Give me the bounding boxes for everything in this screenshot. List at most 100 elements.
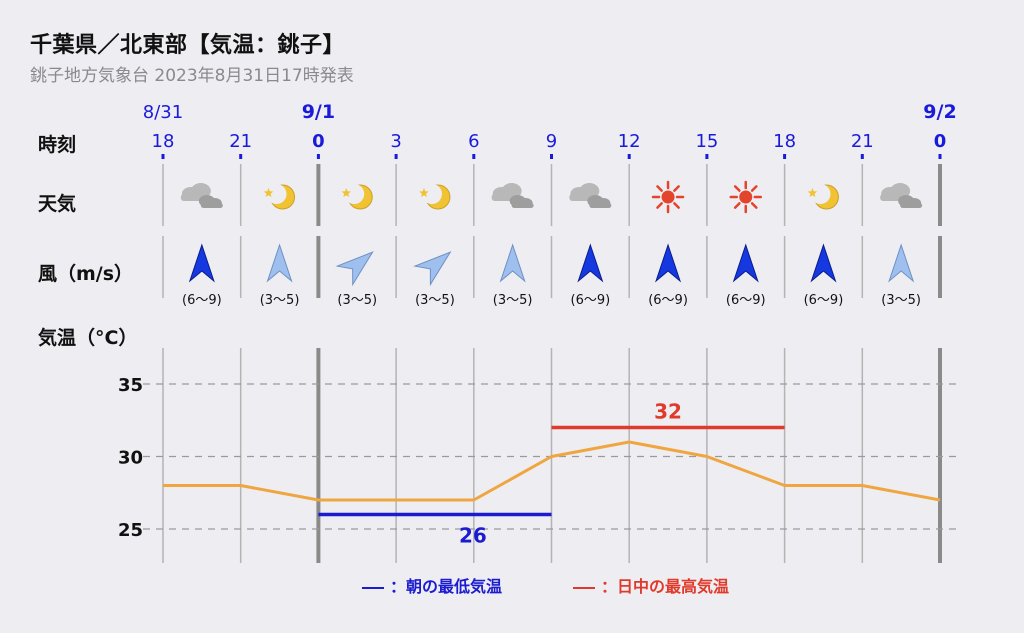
wind-divider-8 <box>783 236 786 298</box>
temp-vline-0 <box>162 348 164 563</box>
hour-tick-2 <box>316 154 320 159</box>
wind-speed-0: (6〜9) <box>182 293 222 308</box>
hour-label-5: 9 <box>546 131 557 152</box>
date-label-2: 9/2 <box>923 101 956 123</box>
hour-tick-5 <box>550 154 553 159</box>
hour-tick-10 <box>938 154 942 159</box>
hour-tick-1 <box>239 154 243 159</box>
wind-divider-7 <box>706 236 708 298</box>
wind-divider-0 <box>162 236 164 298</box>
wind-divider-10 <box>938 236 942 298</box>
legend-min-swatch <box>362 586 384 589</box>
hour-label-4: 6 <box>468 131 479 152</box>
wind-arrow-icon-8 <box>810 243 837 283</box>
hour-tick-0 <box>161 154 165 159</box>
wind-speed-2: (3〜5) <box>337 293 377 308</box>
wind-divider-9 <box>861 236 864 298</box>
weather-divider-10 <box>938 164 942 226</box>
wind-arrow-icon-5 <box>577 243 604 283</box>
ytick-30: 30 <box>118 448 143 469</box>
sun-icon-6 <box>651 180 685 214</box>
min-temp-label: 26 <box>459 524 487 548</box>
page-title: 千葉県／北東部【気温：銚子】 <box>30 33 346 58</box>
wind-speed-6: (6〜9) <box>648 293 688 308</box>
wind-speed-8: (6〜9) <box>804 293 844 308</box>
cloudy-icon-5 <box>569 183 612 208</box>
legend-min: ：朝の最低気温 <box>362 573 502 597</box>
wind-arrow-icon-4 <box>499 243 526 283</box>
cloudy-icon-0 <box>180 183 223 208</box>
wind-speed-3: (3〜5) <box>415 293 455 308</box>
temp-vline-4 <box>473 348 475 563</box>
moon-icon-2 <box>341 184 373 210</box>
date-label-1: 9/1 <box>302 101 335 123</box>
legend-max: ：日中の最高気温 <box>573 573 729 597</box>
weather-divider-2 <box>316 164 321 226</box>
legend-max-label: ：日中の最高気温 <box>601 577 730 596</box>
legend-min-label: ：朝の最低気温 <box>390 577 503 596</box>
hour-label-10: 0 <box>934 131 947 152</box>
moon-icon-3 <box>419 184 451 210</box>
row-label-weather: 天気 <box>38 193 77 215</box>
wind-speed-9: (3〜5) <box>881 293 921 308</box>
ytick-25: 25 <box>118 520 143 541</box>
hour-label-8: 18 <box>773 131 796 152</box>
hour-label-6: 12 <box>618 131 641 152</box>
legend-max-swatch <box>573 586 595 589</box>
wind-arrow-icon-1 <box>266 243 293 283</box>
wind-divider-4 <box>473 236 475 298</box>
weather-divider-5 <box>550 164 553 226</box>
temp-vline-3 <box>395 348 397 563</box>
wind-arrow-icon-3 <box>413 251 452 287</box>
page-subtitle: 銚子地方気象台 2023年8月31日17時発表 <box>30 66 354 86</box>
wind-divider-5 <box>550 236 553 298</box>
row-label-temp: 気温（°C） <box>38 327 138 349</box>
hour-tick-6 <box>627 154 631 159</box>
weather-divider-1 <box>239 164 242 226</box>
moon-icon-8 <box>807 184 839 210</box>
weather-divider-3 <box>395 164 397 226</box>
wind-speed-4: (3〜5) <box>493 293 533 308</box>
max-temp-label: 32 <box>654 400 682 424</box>
temp-vline-9 <box>861 348 864 563</box>
wind-divider-2 <box>316 236 321 298</box>
wind-arrow-icon-0 <box>188 243 215 283</box>
wind-speed-5: (6〜9) <box>571 293 611 308</box>
hour-tick-8 <box>783 154 787 159</box>
cloudy-icon-4 <box>491 183 534 208</box>
weather-divider-6 <box>628 164 630 226</box>
wind-divider-3 <box>395 236 397 298</box>
weather-divider-9 <box>861 164 864 226</box>
temp-vline-1 <box>239 348 242 563</box>
wind-divider-6 <box>628 236 630 298</box>
wind-arrow-icon-9 <box>888 243 915 283</box>
wind-divider-1 <box>239 236 242 298</box>
row-label-time: 時刻 <box>38 134 77 156</box>
hour-label-7: 15 <box>695 131 718 152</box>
temp-vline-6 <box>628 348 630 563</box>
hour-label-9: 21 <box>851 131 874 152</box>
temp-vline-8 <box>783 348 786 563</box>
wind-speed-1: (3〜5) <box>260 293 300 308</box>
moon-icon-1 <box>263 184 296 210</box>
hour-tick-7 <box>705 154 709 159</box>
wind-arrow-icon-7 <box>732 243 759 283</box>
hour-tick-9 <box>860 154 864 159</box>
wind-speed-7: (6〜9) <box>726 293 766 308</box>
wind-arrow-icon-2 <box>335 251 374 287</box>
row-label-wind: 風（m/s） <box>38 263 134 285</box>
weather-divider-0 <box>162 164 164 226</box>
weather-divider-4 <box>473 164 475 226</box>
hour-label-3: 3 <box>390 131 401 152</box>
temp-vline-2 <box>316 348 321 563</box>
wind-arrow-icon-6 <box>655 243 682 283</box>
weather-divider-7 <box>706 164 708 226</box>
hour-tick-3 <box>394 154 398 159</box>
hour-label-2: 0 <box>312 131 325 152</box>
sun-icon-7 <box>729 180 762 214</box>
temp-vline-10 <box>938 348 942 563</box>
date-label-0: 8/31 <box>143 102 183 123</box>
weather-divider-8 <box>783 164 786 226</box>
cloudy-icon-9 <box>880 183 923 208</box>
